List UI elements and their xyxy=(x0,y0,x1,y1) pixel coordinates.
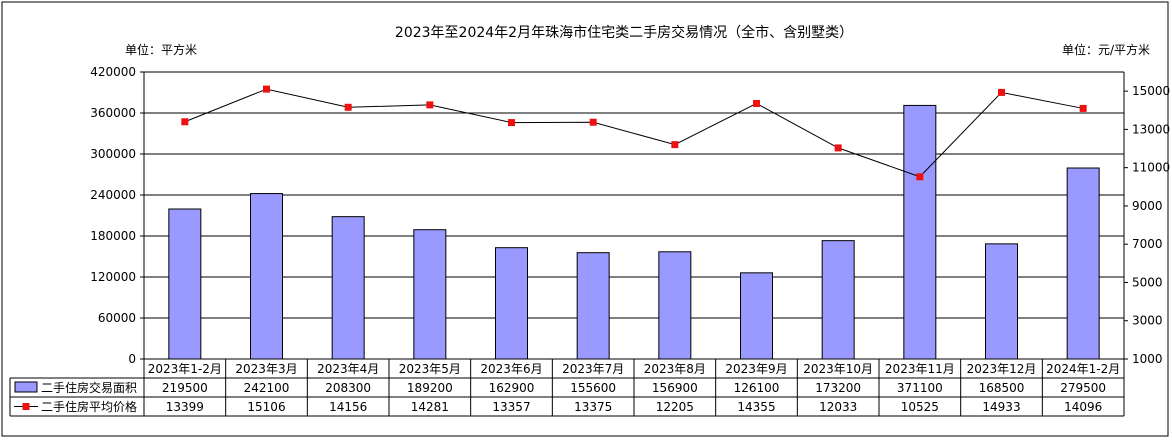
category-label: 2023年6月 xyxy=(480,362,542,376)
area-value: 156900 xyxy=(652,381,698,395)
category-label: 2023年9月 xyxy=(725,362,787,376)
price-value: 13375 xyxy=(574,400,612,414)
bar xyxy=(821,240,855,360)
price-value: 12033 xyxy=(819,400,857,414)
right-tick-labels: 1000 3000 5000 7000 9000 11000 13000 15000 xyxy=(1132,84,1170,366)
price-marker xyxy=(508,119,515,127)
legend-bar-label: 二手住房交易面积 xyxy=(41,380,137,395)
price-marker xyxy=(344,103,352,111)
bar xyxy=(903,104,937,360)
price-marker xyxy=(589,118,597,126)
bar xyxy=(413,229,447,360)
area-value: 242100 xyxy=(244,381,290,395)
bar-series xyxy=(168,104,1100,360)
right-tick-label: 1000 xyxy=(1132,352,1163,366)
price-marker xyxy=(671,141,679,149)
left-tick-label: 420000 xyxy=(90,65,136,79)
category-label: 2023年7月 xyxy=(562,362,624,376)
price-value: 13357 xyxy=(492,400,530,414)
category-label: 2023年3月 xyxy=(235,362,297,376)
category-label: 2024年1-2月 xyxy=(1046,362,1120,376)
bar xyxy=(985,243,1018,360)
price-marker xyxy=(998,88,1005,96)
price-marker xyxy=(181,118,189,126)
legend-bar-key xyxy=(14,381,38,393)
area-value: 126100 xyxy=(734,381,780,395)
legend-line-label: 二手住房平均价格 xyxy=(41,399,137,414)
price-value: 15106 xyxy=(247,400,285,414)
bar xyxy=(576,252,610,360)
price-line xyxy=(184,88,1084,178)
right-axis-unit: 单位：元/平方米 xyxy=(1062,42,1150,57)
area-value: 279500 xyxy=(1060,381,1106,395)
left-tick-label: 0 xyxy=(128,352,136,366)
data-table: 2023年1-2月 2023年3月 2023年4月 2023年5月 2023年6月 202… xyxy=(9,358,1125,417)
price-marker xyxy=(426,101,434,109)
bar xyxy=(250,193,283,360)
price-marker xyxy=(753,99,760,107)
area-value: 168500 xyxy=(979,381,1025,395)
price-marker xyxy=(916,173,924,181)
category-label: 2023年5月 xyxy=(399,362,461,376)
line-series xyxy=(181,85,1087,181)
right-tick-label: 15000 xyxy=(1132,84,1170,98)
price-marker xyxy=(1079,104,1087,112)
bar xyxy=(740,272,773,360)
price-value: 14096 xyxy=(1064,400,1102,414)
axes xyxy=(140,71,1128,360)
category-label: 2023年1-2月 xyxy=(148,362,222,376)
price-value: 14933 xyxy=(982,400,1020,414)
bar xyxy=(331,216,365,360)
right-tick-label: 9000 xyxy=(1132,199,1163,213)
bar xyxy=(168,208,202,360)
price-value: 14156 xyxy=(329,400,367,414)
bar xyxy=(658,251,692,360)
price-value: 13399 xyxy=(166,400,204,414)
price-value: 12205 xyxy=(656,400,694,414)
category-label: 2023年4月 xyxy=(317,362,379,376)
chart-title: 2023年至2024年2月年珠海市住宅类二手房交易情况（全市、含别墅类） xyxy=(395,24,853,41)
category-label: 2023年12月 xyxy=(967,362,1037,376)
right-tick-label: 3000 xyxy=(1132,314,1163,328)
category-label: 2023年8月 xyxy=(644,362,706,376)
area-value: 208300 xyxy=(325,381,371,395)
legend-line-marker xyxy=(22,403,30,410)
category-label: 2023年10月 xyxy=(803,362,873,376)
right-tick-label: 13000 xyxy=(1132,122,1170,136)
chart-border xyxy=(1,1,1169,437)
area-value: 162900 xyxy=(489,381,535,395)
left-tick-label: 300000 xyxy=(90,147,136,161)
price-marker xyxy=(263,85,270,93)
area-value: 371100 xyxy=(897,381,943,395)
right-tick-label: 7000 xyxy=(1132,237,1163,251)
category-label: 2023年11月 xyxy=(885,362,955,376)
right-tick-label: 11000 xyxy=(1132,161,1170,175)
left-tick-label: 180000 xyxy=(90,229,136,243)
gridlines xyxy=(144,71,1124,319)
price-value: 14281 xyxy=(411,400,449,414)
area-value: 155600 xyxy=(570,381,616,395)
left-tick-label: 360000 xyxy=(90,106,136,120)
area-value: 173200 xyxy=(815,381,861,395)
left-tick-label: 120000 xyxy=(90,270,136,284)
left-tick-labels: 0 60000 120000 180000 240000 300000 360000 4200… xyxy=(90,65,136,366)
left-axis-unit: 单位：平方米 xyxy=(125,42,197,57)
area-value: 189200 xyxy=(407,381,453,395)
area-value: 219500 xyxy=(162,381,208,395)
price-value: 10525 xyxy=(901,400,939,414)
left-tick-label: 240000 xyxy=(90,188,136,202)
price-value: 14355 xyxy=(737,400,775,414)
left-tick-label: 60000 xyxy=(98,311,136,325)
right-tick-label: 5000 xyxy=(1132,275,1163,289)
bar xyxy=(1066,167,1100,360)
bar xyxy=(495,247,528,360)
price-marker xyxy=(834,144,842,152)
